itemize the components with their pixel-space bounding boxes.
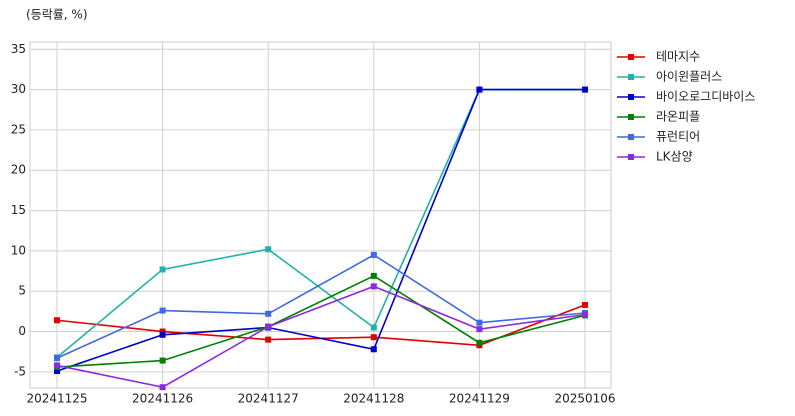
y-tick-label: 10	[11, 243, 26, 257]
data-point	[54, 368, 60, 375]
data-point	[265, 336, 272, 343]
legend-marker	[628, 54, 634, 60]
legend-label: 아이윈플러스	[656, 70, 722, 84]
data-point	[54, 317, 60, 324]
data-point	[476, 326, 483, 333]
legend-label: 바이오로그디바이스	[656, 90, 755, 104]
data-point	[370, 272, 377, 279]
x-tick-label: 20241129	[449, 392, 510, 406]
data-point	[370, 334, 377, 341]
data-point	[159, 357, 166, 364]
data-point	[370, 283, 377, 290]
y-tick-label: 15	[11, 203, 26, 217]
annotation: (등락률, %)	[26, 8, 88, 22]
x-tick-label: 20241125	[26, 392, 87, 406]
series-line	[56, 274, 586, 368]
data-point	[159, 331, 166, 338]
x-tick-label: 20241128	[343, 392, 404, 406]
data-point	[582, 311, 588, 318]
plot-area	[29, 41, 612, 389]
x-tick-label: 20250106	[554, 392, 615, 406]
legend-label: LK삼양	[656, 150, 693, 164]
data-point	[582, 86, 588, 93]
data-point	[159, 384, 166, 391]
legend-marker	[628, 134, 634, 140]
legend-marker	[628, 94, 634, 100]
x-tick-label: 20241127	[238, 392, 299, 406]
series-line	[56, 253, 586, 359]
legend-label: 라온피플	[656, 110, 700, 124]
y-tick-label: 30	[11, 82, 26, 96]
data-point	[476, 339, 483, 346]
y-tick-label: 0	[18, 324, 26, 338]
legend-marker	[628, 74, 634, 80]
data-point	[265, 323, 272, 330]
data-point	[159, 307, 166, 314]
y-tick-label: 25	[11, 122, 26, 136]
data-point	[370, 324, 377, 331]
data-point	[582, 301, 588, 308]
data-point	[159, 328, 166, 335]
legend-label: 테마지수	[656, 50, 700, 64]
legend-marker	[628, 114, 634, 120]
data-point	[54, 362, 60, 369]
x-tick-label: 20241126	[132, 392, 193, 406]
legend-label: 퓨런티어	[656, 130, 700, 144]
y-tick-label: -5	[14, 364, 26, 378]
series-line	[56, 285, 586, 389]
series-line	[56, 88, 585, 372]
y-tick-label: 5	[18, 284, 26, 298]
data-point	[370, 251, 377, 258]
y-tick-label: 20	[11, 163, 26, 177]
data-point	[265, 246, 272, 253]
data-point	[370, 346, 377, 353]
legend-marker	[628, 154, 634, 160]
data-point	[265, 310, 272, 317]
data-point	[159, 266, 166, 273]
data-point	[476, 319, 483, 326]
data-point	[54, 355, 60, 362]
y-tick-label: 35	[11, 42, 26, 56]
data-point	[476, 86, 483, 93]
